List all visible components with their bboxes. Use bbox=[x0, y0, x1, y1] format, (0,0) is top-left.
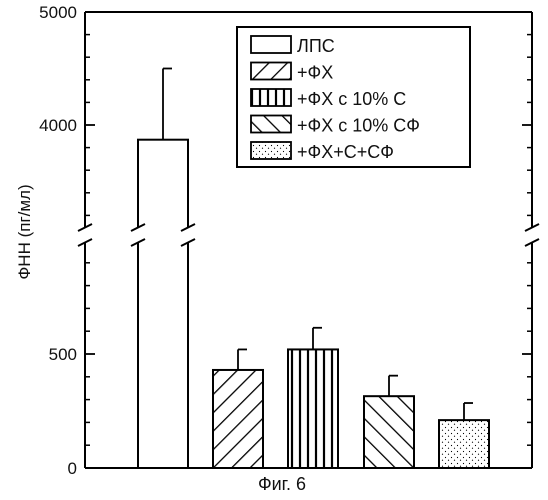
y-tick-label: 500 bbox=[49, 345, 77, 364]
legend-swatch-5 bbox=[251, 142, 291, 159]
bars bbox=[131, 140, 489, 468]
legend-label-3: +ФХ с 10% С bbox=[297, 89, 406, 109]
legend-label-5: +ФХ+С+СФ bbox=[297, 142, 394, 162]
bar-4 bbox=[364, 396, 414, 468]
legend-swatch-4 bbox=[251, 116, 291, 133]
y-axis-label: ФНН (пг/мл) bbox=[15, 184, 34, 279]
figure-caption: Фиг. 6 bbox=[258, 474, 306, 494]
legend-label-4: +ФХ с 10% СФ bbox=[297, 116, 420, 136]
bar-1 bbox=[138, 140, 188, 468]
legend-swatch-1 bbox=[251, 36, 291, 53]
y-tick-label: 0 bbox=[68, 459, 77, 478]
y-tick-label: 4000 bbox=[39, 116, 77, 135]
y-tick-label: 5000 bbox=[39, 3, 77, 22]
bar-2 bbox=[213, 370, 263, 468]
right-axis-break-mark bbox=[525, 224, 539, 246]
legend-swatch-2 bbox=[251, 63, 291, 80]
y-axis-break-mark bbox=[78, 224, 92, 246]
bar-5 bbox=[439, 420, 489, 468]
legend-label-2: +ФХ bbox=[297, 63, 333, 83]
legend-swatch-3 bbox=[251, 89, 291, 106]
bar-3 bbox=[288, 349, 338, 468]
legend-label-1: ЛПС bbox=[297, 36, 335, 56]
legend: ЛПС +ФХ +ФХ с 10% С +ФХ с 10% СФ +ФХ+С+СФ bbox=[237, 27, 470, 167]
